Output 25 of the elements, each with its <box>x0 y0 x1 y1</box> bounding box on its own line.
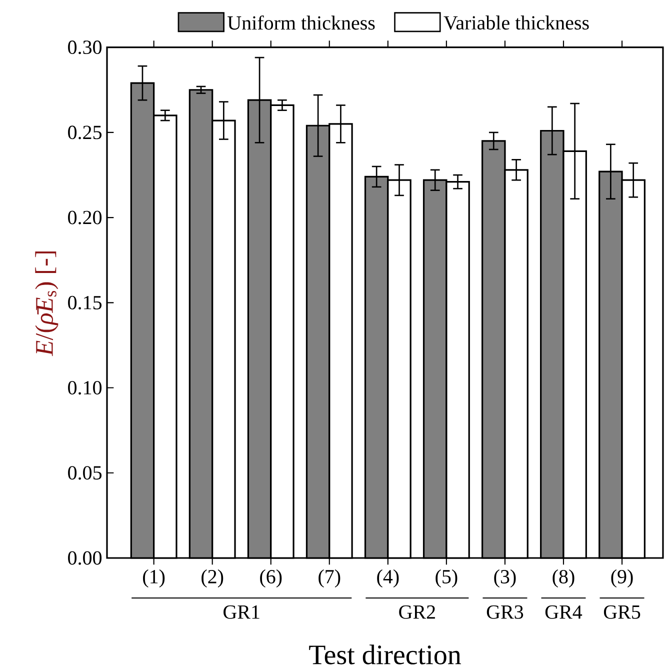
x-tick-label: (4) <box>377 569 399 588</box>
x-tick-label: (2) <box>202 569 224 588</box>
y-tick-label: 0.00 <box>68 551 102 565</box>
x-tick-label: (6) <box>260 569 282 588</box>
text: GR5 <box>604 605 640 619</box>
x-axis-title: Test direction <box>309 644 461 664</box>
legend-label: Variable thickness <box>444 16 589 30</box>
y-tick-label: 0.30 <box>68 40 102 54</box>
x-tick-label: (1) <box>143 569 165 588</box>
x-tick-label: (3) <box>494 569 516 588</box>
y-tick-label: 0.10 <box>68 380 102 395</box>
legend-label: Uniform thickness <box>228 15 375 30</box>
x-tick-label: (9) <box>611 569 633 588</box>
y-tick-label: 0.05 <box>68 466 102 480</box>
x-tick-label: (8) <box>552 569 574 588</box>
y-tick-label: 0.15 <box>68 296 102 310</box>
text: GR4 <box>545 605 582 619</box>
y-axis-title: E/(ρ̄E$_{s}$) [-] <box>35 251 58 356</box>
x-tick-label: (7) <box>318 569 340 588</box>
text: GR2 <box>399 605 435 619</box>
y-tick-label: 0.25 <box>68 126 102 140</box>
text: GR3 <box>486 605 524 619</box>
y-tick-label: 0.20 <box>68 210 102 224</box>
text: GR1 <box>224 605 260 619</box>
x-tick-label: (5) <box>436 569 458 588</box>
